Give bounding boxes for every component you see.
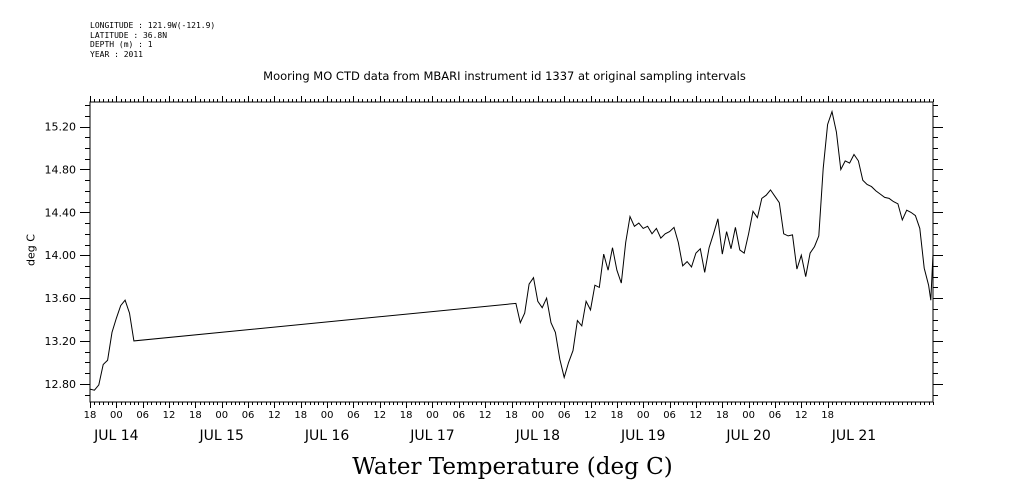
x-tick-label: 12 (163, 410, 176, 421)
x-tick-label: 18 (84, 410, 97, 421)
x-day-label: JUL 20 (725, 428, 770, 444)
x-tick-label: 12 (268, 410, 281, 421)
x-tick-label: 00 (215, 410, 228, 421)
x-day-label: JUL 16 (304, 428, 350, 444)
x-tick-label: 00 (426, 410, 439, 421)
x-tick-label: 12 (584, 410, 597, 421)
depth-text: DEPTH (m) : 1 (90, 40, 153, 50)
x-day-label: JUL 17 (409, 428, 454, 444)
x-tick-label: 06 (663, 410, 676, 421)
x-tick-label: 00 (531, 410, 544, 421)
y-tick-label: 13.20 (45, 335, 77, 348)
x-tick-label: 18 (189, 410, 202, 421)
metadata-block: LONGITUDE : 121.9W(-121.9) LATITUDE : 36… (90, 21, 215, 59)
x-tick-label: 12 (690, 410, 703, 421)
x-tick-label: 00 (321, 410, 334, 421)
x-tick-label: 18 (716, 410, 729, 421)
longitude-text: LONGITUDE : 121.9W(-121.9) (90, 21, 216, 30)
temperature-line (89, 109, 934, 391)
x-tick-label: 06 (452, 410, 465, 421)
x-tick-label: 00 (637, 410, 650, 421)
latitude-text: LATITUDE : 36.8N (90, 30, 168, 40)
y-tick-label: 14.80 (45, 164, 77, 177)
x-day-label: JUL 18 (515, 428, 560, 444)
x-tick-label: 00 (110, 410, 123, 421)
x-tick-label: 06 (769, 410, 782, 421)
x-tick-label: 06 (242, 410, 255, 421)
y-tick-label: 13.60 (45, 292, 77, 305)
x-tick-label: 12 (373, 410, 386, 421)
y-tick-label: 15.20 (45, 121, 77, 134)
x-tick-label: 06 (558, 410, 571, 421)
x-day-label: JUL 15 (198, 428, 243, 444)
x-tick-label: 18 (400, 410, 413, 421)
chart-title: Mooring MO CTD data from MBARI instrumen… (263, 69, 746, 83)
y-tick-label: 14.00 (45, 249, 77, 262)
x-tick-label: 18 (821, 410, 834, 421)
x-tick-label: 00 (742, 410, 755, 421)
x-tick-label: 18 (611, 410, 624, 421)
x-day-label: JUL 14 (93, 428, 139, 444)
x-tick-label: 06 (136, 410, 149, 421)
y-axis-label: deg C (24, 234, 38, 266)
x-tick-label: 06 (347, 410, 360, 421)
x-tick-label: 12 (795, 410, 808, 421)
y-tick-label: 14.40 (45, 206, 77, 219)
x-axis-label: Water Temperature (deg C) (352, 454, 673, 480)
x-tick-label: 18 (505, 410, 518, 421)
x-tick-label: 18 (294, 410, 307, 421)
x-day-label: JUL 21 (831, 428, 876, 444)
year-text: YEAR : 2011 (90, 49, 143, 59)
x-tick-label: 12 (479, 410, 492, 421)
plot-frame (89, 101, 934, 403)
y-tick-label: 12.80 (45, 378, 77, 391)
x-day-label: JUL 19 (620, 428, 665, 444)
